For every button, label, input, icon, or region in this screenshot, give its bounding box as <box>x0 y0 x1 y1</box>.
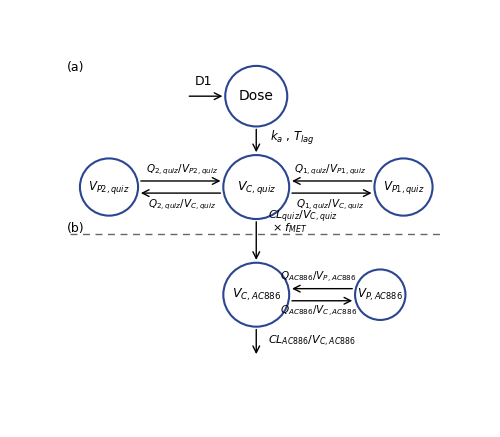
Text: $Q_{2,quiz}$/$V_{C,quiz}$: $Q_{2,quiz}$/$V_{C,quiz}$ <box>148 197 217 212</box>
Text: $V_{P1,quiz}$: $V_{P1,quiz}$ <box>382 179 424 195</box>
Text: Dose: Dose <box>239 89 274 103</box>
Text: (b): (b) <box>66 222 84 236</box>
Text: D1: D1 <box>195 75 212 88</box>
Ellipse shape <box>224 155 289 219</box>
Text: $Q_{AC886}$/$V_{C, AC886}$: $Q_{AC886}$/$V_{C, AC886}$ <box>280 304 357 319</box>
Text: $CL_{quiz}$/$V_{C,quiz}$: $CL_{quiz}$/$V_{C,quiz}$ <box>268 208 338 225</box>
Text: $Q_{1,quiz}$/$V_{P1,quiz}$: $Q_{1,quiz}$/$V_{P1,quiz}$ <box>294 163 366 177</box>
Text: $V_{C,AC886}$: $V_{C,AC886}$ <box>232 287 281 303</box>
Ellipse shape <box>80 159 138 215</box>
Text: (a): (a) <box>66 61 84 74</box>
Ellipse shape <box>225 66 287 126</box>
Text: $\times$ $f_{MET}$: $\times$ $f_{MET}$ <box>272 222 308 235</box>
Ellipse shape <box>374 159 432 215</box>
Text: $V_{P2,quiz}$: $V_{P2,quiz}$ <box>88 179 130 195</box>
Text: $V_{P,AC886}$: $V_{P,AC886}$ <box>358 287 403 303</box>
Text: $Q_{AC886}$/$V_{P, AC886}$: $Q_{AC886}$/$V_{P, AC886}$ <box>280 270 356 285</box>
Text: $k_a$ , $T_{lag}$: $k_a$ , $T_{lag}$ <box>270 129 314 147</box>
Text: $CL_{AC886}$/$V_{C,AC886}$: $CL_{AC886}$/$V_{C,AC886}$ <box>268 334 356 349</box>
Text: $Q_{2,quiz}$/$V_{P2,quiz}$: $Q_{2,quiz}$/$V_{P2,quiz}$ <box>146 163 219 177</box>
Ellipse shape <box>224 263 289 327</box>
Text: $Q_{1,quiz}$/$V_{C,quiz}$: $Q_{1,quiz}$/$V_{C,quiz}$ <box>296 197 364 212</box>
Ellipse shape <box>355 270 406 320</box>
Text: $V_{C,quiz}$: $V_{C,quiz}$ <box>236 179 276 195</box>
